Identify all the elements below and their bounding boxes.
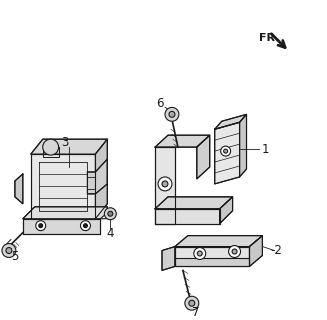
- Circle shape: [194, 248, 206, 260]
- Polygon shape: [155, 209, 220, 224]
- Polygon shape: [175, 259, 250, 267]
- Circle shape: [169, 111, 175, 117]
- Text: 1: 1: [262, 143, 269, 156]
- Circle shape: [232, 249, 237, 254]
- Polygon shape: [175, 236, 262, 246]
- Polygon shape: [155, 197, 232, 209]
- Circle shape: [185, 296, 199, 310]
- Circle shape: [39, 224, 43, 228]
- Text: 6: 6: [156, 97, 164, 110]
- Polygon shape: [220, 197, 232, 224]
- Circle shape: [104, 208, 116, 220]
- Polygon shape: [31, 154, 95, 219]
- Polygon shape: [23, 219, 100, 234]
- Polygon shape: [155, 147, 175, 224]
- Text: 7: 7: [192, 306, 199, 319]
- Circle shape: [36, 221, 46, 231]
- Polygon shape: [240, 114, 247, 177]
- Text: 4: 4: [107, 227, 114, 240]
- Text: 5: 5: [11, 250, 19, 263]
- Circle shape: [229, 245, 241, 258]
- Circle shape: [80, 221, 91, 231]
- Polygon shape: [197, 135, 210, 179]
- Circle shape: [221, 146, 231, 156]
- Polygon shape: [175, 246, 250, 267]
- Circle shape: [108, 211, 113, 216]
- Circle shape: [189, 300, 195, 306]
- Text: 3: 3: [61, 136, 68, 149]
- Polygon shape: [155, 135, 210, 147]
- Circle shape: [6, 248, 12, 253]
- Polygon shape: [15, 174, 23, 204]
- Circle shape: [158, 177, 172, 191]
- Polygon shape: [215, 114, 247, 129]
- Polygon shape: [87, 159, 107, 194]
- Polygon shape: [31, 139, 107, 154]
- Circle shape: [83, 224, 87, 228]
- Circle shape: [165, 108, 179, 121]
- Polygon shape: [250, 236, 262, 267]
- Text: -2: -2: [270, 244, 282, 257]
- Circle shape: [2, 244, 16, 258]
- Polygon shape: [23, 207, 107, 219]
- Circle shape: [162, 181, 168, 187]
- Circle shape: [224, 149, 228, 153]
- Circle shape: [197, 251, 202, 256]
- Circle shape: [43, 139, 59, 155]
- Text: FR.: FR.: [259, 33, 280, 43]
- Polygon shape: [215, 122, 240, 184]
- Polygon shape: [95, 139, 107, 219]
- Polygon shape: [162, 246, 175, 270]
